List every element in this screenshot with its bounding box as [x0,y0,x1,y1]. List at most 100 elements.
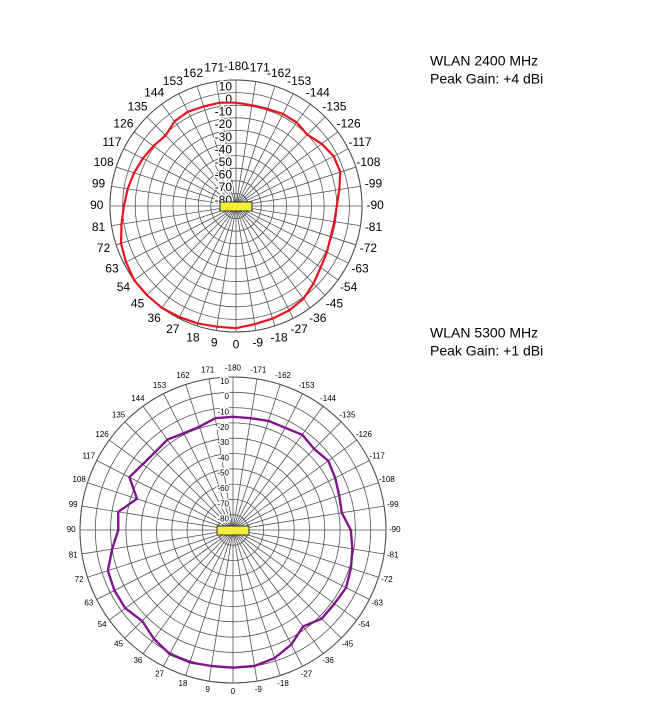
angle-label: 99 [92,176,106,190]
angle-label: 63 [105,261,119,275]
grid-spoke [235,86,276,207]
angle-label: -63 [371,599,383,608]
angle-label: -36 [322,656,334,665]
grid-spoke [208,378,234,531]
grid-spoke [81,505,234,531]
angle-label: -72 [360,241,378,255]
antenna-icon [216,525,250,536]
radial-label: -40 [217,453,229,462]
angle-label: -126 [337,116,361,130]
angle-label: -153 [298,381,315,390]
angle-label: -117 [369,452,385,461]
grid-spoke [123,205,237,264]
angle-label: 54 [98,620,107,629]
radial-label: -50 [215,155,233,169]
grid-spoke [161,205,237,309]
angle-label: -99 [365,176,383,190]
grid-spoke [133,131,237,207]
grid-spoke [232,393,303,531]
angle-label: -45 [326,297,344,311]
grid-spoke [185,384,234,531]
grid-spoke [235,93,294,207]
angle-label: 81 [92,220,106,234]
grid-spoke [232,421,342,531]
grid-spoke [235,205,294,319]
angle-label: 36 [148,311,162,325]
grid-spoke [142,529,234,655]
grid-spoke [232,529,385,555]
angle-label: 0 [233,337,240,351]
angle-label: 117 [82,452,95,461]
grid-spoke [178,205,237,319]
grid-spoke [108,529,234,621]
angle-label: -180 [224,59,248,73]
grid-spoke [235,166,356,207]
grid-spoke [235,205,356,246]
angle-label: 9 [205,685,210,694]
grid-spoke [232,405,324,531]
grid-spoke [232,529,324,655]
radial-label: 10 [219,79,233,93]
angle-label: 99 [69,500,78,509]
grid-spoke [232,384,281,531]
angle-label: -126 [356,430,373,439]
grid-spoke [163,529,234,667]
radial-label: 0 [225,92,232,106]
grid-spoke [124,421,234,531]
radial-label: 10 [220,377,229,386]
grid-spoke [235,205,311,309]
angle-label: 144 [131,394,145,403]
angle-label: -72 [381,575,393,584]
grid-spoke [196,205,237,326]
angle-label: -135 [322,100,346,114]
angle-label: -27 [301,669,313,678]
angle-label: 144 [144,86,164,100]
grid-spoke [232,529,258,682]
grid-spoke [235,116,326,207]
radial-label: -70 [215,180,233,194]
grid-spoke [232,460,370,531]
radial-label: -50 [217,469,229,478]
angle-label: -81 [365,220,383,234]
grid-spoke [215,205,237,331]
grid-spoke [146,116,237,207]
angle-label: -18 [270,331,288,345]
angle-label: 153 [153,381,167,390]
angle-label: 36 [133,656,142,665]
angle-label: 45 [114,640,123,649]
grid-spoke [235,205,276,326]
angle-label: 90 [67,525,76,534]
angle-label: -108 [356,155,380,169]
grid-spoke [232,529,342,639]
radial-label: -60 [215,168,233,182]
angle-label: -144 [306,86,330,100]
grid-spoke [111,185,237,207]
grid-spoke [235,148,349,207]
radial-label: -30 [215,130,233,144]
grid-spoke [232,439,358,531]
grid-spoke [185,529,234,676]
angle-label: 108 [72,475,86,484]
angle-label: -162 [275,371,292,380]
grid-spoke [133,205,237,281]
angle-label: 171 [201,365,215,374]
angle-label: -180 [225,363,242,372]
grid-spoke [116,205,237,246]
angle-label: 117 [102,135,121,149]
angle-label: -144 [320,394,337,403]
grid-spoke [235,81,257,207]
angle-label: 162 [176,371,190,380]
grid-spoke [232,505,385,531]
angle-label: 108 [94,155,114,169]
radial-label: -60 [217,484,229,493]
chart-title: WLAN 2400 MHz [430,53,538,69]
angle-label: -117 [348,135,371,149]
angle-label: 72 [75,575,84,584]
angle-label: -54 [340,280,358,294]
radial-label: -10 [215,105,233,119]
radial-label: -80 [217,515,229,524]
grid-spoke [235,205,361,227]
antenna-icon [219,201,253,212]
angle-label: 63 [84,599,93,608]
